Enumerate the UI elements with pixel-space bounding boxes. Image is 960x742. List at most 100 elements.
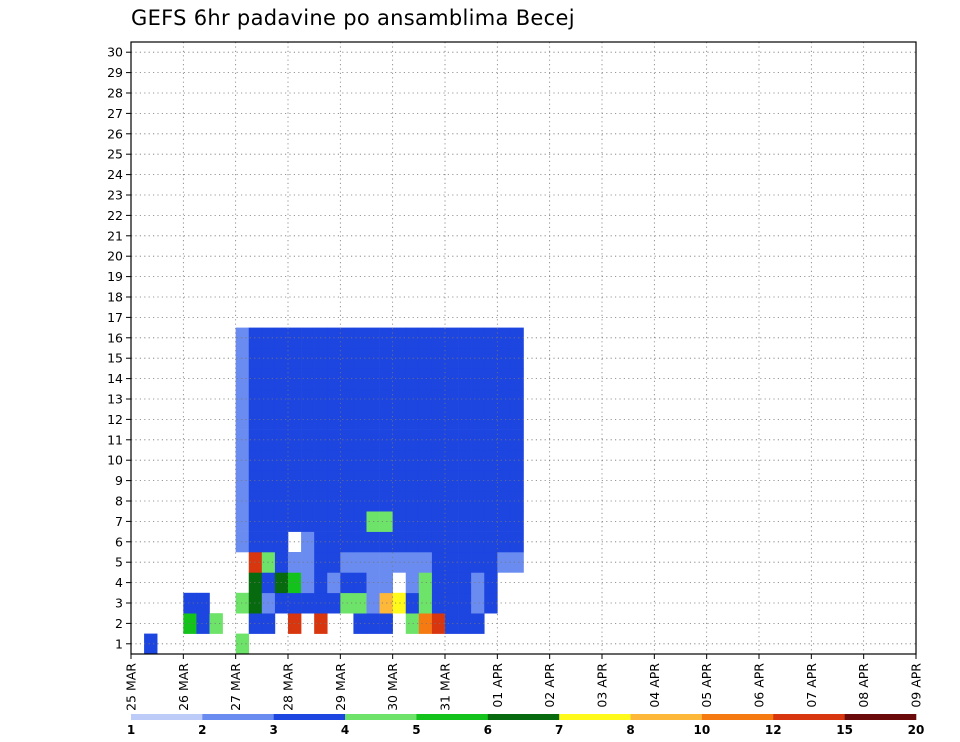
heatmap-cell [510, 470, 524, 492]
heatmap-cell [431, 552, 446, 573]
heatmap-cell [405, 450, 420, 471]
y-tick-label: 21 [107, 228, 123, 243]
heatmap-cell [445, 388, 459, 410]
heatmap-cell [235, 470, 250, 492]
colorbar-label: 6 [484, 723, 492, 737]
heatmap-cell [471, 327, 485, 349]
heatmap-cell [510, 552, 524, 573]
heatmap-cell [484, 450, 498, 471]
heatmap-cell [497, 327, 511, 349]
heatmap-cell [497, 470, 511, 492]
heatmap-cell [484, 572, 498, 594]
colorbar-swatch [773, 714, 845, 720]
heatmap-cell [418, 470, 433, 492]
x-tick-label: 07 APR [804, 663, 819, 708]
colorbar-label: 4 [341, 723, 349, 737]
y-tick-label: 18 [107, 290, 123, 305]
heatmap-cell [445, 409, 459, 430]
heatmap-cell [235, 633, 250, 655]
colorbar-swatch [487, 714, 560, 720]
heatmap-cell [484, 531, 498, 553]
heatmap-cell [392, 368, 407, 390]
heatmap-cell [418, 592, 433, 614]
y-tick-label: 8 [115, 494, 123, 509]
heatmap-cell [392, 450, 407, 471]
heatmap-cell [392, 552, 407, 573]
heatmap-cell [235, 327, 250, 349]
heatmap-cell [458, 531, 472, 553]
heatmap-cell [248, 409, 263, 430]
heatmap-cell [431, 409, 446, 430]
x-tick-label: 29 MAR [333, 663, 348, 711]
heatmap-cell [458, 511, 472, 532]
heatmap-cell [418, 368, 433, 390]
x-tick-label: 30 MAR [385, 663, 400, 711]
heatmap-cell [497, 490, 511, 512]
colorbar-swatch [630, 714, 703, 720]
heatmap-cell [431, 511, 446, 532]
heatmap-cell [471, 450, 485, 471]
y-tick-label: 20 [107, 249, 123, 264]
heatmap-cell [445, 531, 459, 553]
heatmap-cell [510, 511, 524, 532]
heatmap-cell [248, 490, 263, 512]
y-tick-label: 26 [107, 126, 123, 141]
heatmap-cell [458, 613, 472, 634]
heatmap-cell [248, 531, 263, 553]
heatmap-cell [497, 429, 511, 451]
heatmap-cell [471, 409, 485, 430]
colorbar-swatch [202, 714, 275, 720]
y-tick-label: 19 [107, 269, 123, 284]
heatmap-cell [235, 348, 250, 369]
heatmap-cell [183, 592, 197, 614]
heatmap-cell [418, 450, 433, 471]
heatmap-cell [235, 388, 250, 410]
colorbar-label: 8 [626, 723, 634, 737]
heatmap-cell [248, 368, 263, 390]
heatmap-cell [405, 348, 420, 369]
heatmap-cell [196, 592, 210, 614]
heatmap-cell [471, 368, 485, 390]
y-tick-label: 22 [107, 208, 123, 223]
heatmap-cell [445, 572, 459, 594]
heatmap-cell [445, 368, 459, 390]
heatmap-cell [248, 450, 263, 471]
heatmap-cell [431, 368, 446, 390]
heatmap-cell [471, 470, 485, 492]
heatmap-cell [405, 490, 420, 512]
y-tick-label: 11 [107, 432, 123, 447]
heatmap-cell [445, 327, 459, 349]
y-axis: 1234567891011121314151617181920212223242… [107, 45, 131, 651]
x-tick-label: 31 MAR [438, 663, 453, 711]
heatmap-cell [418, 429, 433, 451]
x-axis: 25 MAR 26 MAR 27 MAR 28 MAR 29 MAR 30 MAR 31 M… [124, 654, 924, 711]
heatmap-cell [484, 327, 498, 349]
heatmap-cell [248, 327, 263, 349]
heatmap-cell [235, 490, 250, 512]
heatmap-cell [392, 429, 407, 451]
heatmap-cell [405, 511, 420, 532]
y-tick-label: 16 [107, 330, 123, 345]
colorbar-swatch [559, 714, 631, 720]
heatmap-cell [445, 613, 459, 634]
y-tick-label: 29 [107, 65, 123, 80]
heatmap-cell [431, 327, 446, 349]
heatmap-cell [497, 511, 511, 532]
heatmap-cell [445, 450, 459, 471]
heatmap-cell [431, 531, 446, 553]
heatmap-cell [445, 429, 459, 451]
heatmap-cell [458, 368, 472, 390]
heatmap-cell [405, 613, 420, 634]
heatmap-cell [418, 613, 433, 634]
heatmap-cell [471, 511, 485, 532]
heatmap-cell [484, 409, 498, 430]
heatmap-cell [484, 348, 498, 369]
heatmap-cell [248, 613, 263, 634]
heatmap-cell [392, 388, 407, 410]
colorbar-swatch [416, 714, 489, 720]
heatmap-cell [405, 368, 420, 390]
heatmap-cell [497, 348, 511, 369]
heatmap-cell [248, 429, 263, 451]
heatmap-cell [445, 470, 459, 492]
